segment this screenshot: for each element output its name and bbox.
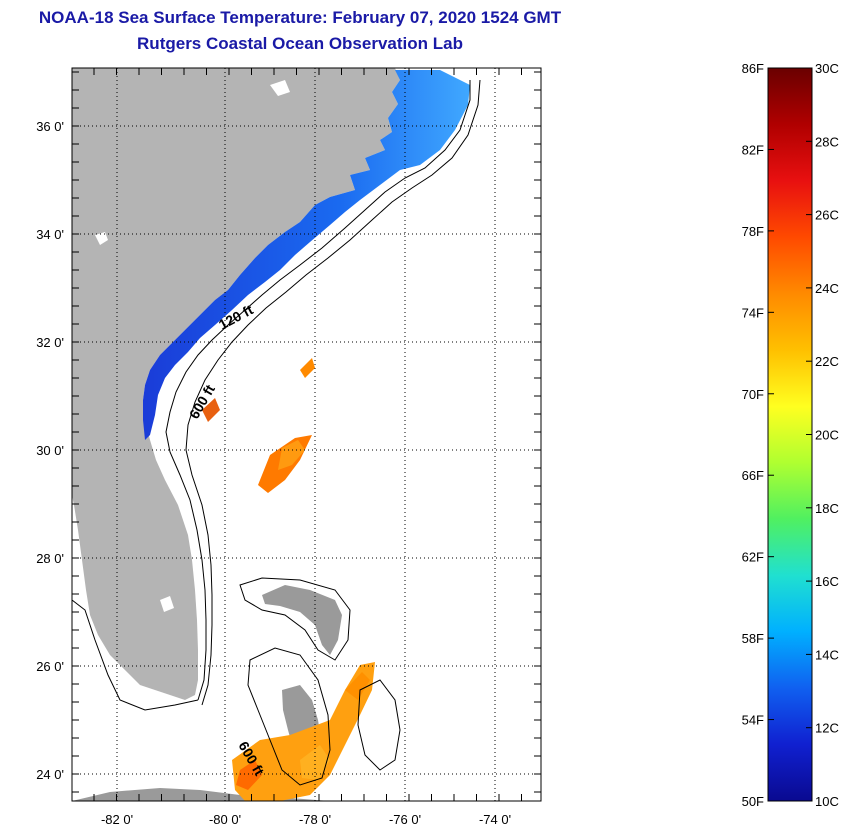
longitude-label: -82 0' xyxy=(101,812,133,827)
colorbar-label-f: 78F xyxy=(742,224,764,239)
latitude-label: 26 0' xyxy=(36,659,64,674)
map-subtitle: Rutgers Coastal Ocean Observation Lab xyxy=(137,34,463,53)
colorbar-label-c: 26C xyxy=(815,208,839,223)
colorbar-label-f: 70F xyxy=(742,387,764,402)
colorbar-label-c: 12C xyxy=(815,721,839,736)
longitude-label: -78 0' xyxy=(299,812,331,827)
latitude-label: 36 0' xyxy=(36,119,64,134)
cloud-flecks xyxy=(95,80,290,612)
colorbar-label-c: 24C xyxy=(815,281,839,296)
colorbar-label-f: 74F xyxy=(742,305,764,320)
colorbar-label-c: 16C xyxy=(815,574,839,589)
sst-cold-band xyxy=(143,70,470,440)
longitude-label: -74 0' xyxy=(479,812,511,827)
latitude-label: 24 0' xyxy=(36,767,64,782)
colorbar-label-c: 20C xyxy=(815,428,839,443)
colorbar-celsius-labels: 30C 28C 26C 24C 22C 20C 18C 16C 14C 12C 10C xyxy=(806,61,839,809)
colorbar-label-f: 50F xyxy=(742,794,764,809)
latitude-label: 34 0' xyxy=(36,227,64,242)
colorbar-label-f: 66F xyxy=(742,468,764,483)
map-title: NOAA-18 Sea Surface Temperature: Februar… xyxy=(38,8,562,27)
longitude-label: -76 0' xyxy=(389,812,421,827)
land-us-coast xyxy=(72,68,400,700)
colorbar-label-f: 58F xyxy=(742,631,764,646)
colorbar-label-c: 30C xyxy=(815,61,839,76)
colorbar-label-f: 82F xyxy=(742,142,764,157)
colorbar-label-c: 22C xyxy=(815,354,839,369)
colorbar-fahrenheit-labels: 86F 82F 78F 74F 70F 66F 62F 58F 54F 50F xyxy=(742,61,774,809)
latitude-label: 28 0' xyxy=(36,551,64,566)
colorbar-label-f: 54F xyxy=(742,713,764,728)
colorbar-label-c: 14C xyxy=(815,647,839,662)
colorbar-label-c: 10C xyxy=(815,794,839,809)
latitude-label: 30 0' xyxy=(36,443,64,458)
latitude-labels: 36 0' 34 0' 32 0' 30 0' 28 0' 26 0' 24 0' xyxy=(36,119,64,782)
longitude-labels: -82 0' -80 0' -78 0' -76 0' -74 0' xyxy=(101,812,511,827)
map-ticks xyxy=(72,68,541,801)
colorbar-label-c: 18C xyxy=(815,501,839,516)
colorbar xyxy=(767,67,813,802)
colorbar-label-f: 86F xyxy=(742,61,764,76)
longitude-label: -80 0' xyxy=(209,812,241,827)
sst-warm-patches xyxy=(202,358,375,801)
land-bahamas-north xyxy=(262,585,342,655)
latitude-label: 32 0' xyxy=(36,335,64,350)
bathymetry-contours xyxy=(72,79,481,786)
colorbar-label-f: 62F xyxy=(742,550,764,565)
map-frame xyxy=(71,67,542,802)
map-panel[interactable] xyxy=(72,68,541,801)
colorbar-label-c: 28C xyxy=(815,134,839,149)
